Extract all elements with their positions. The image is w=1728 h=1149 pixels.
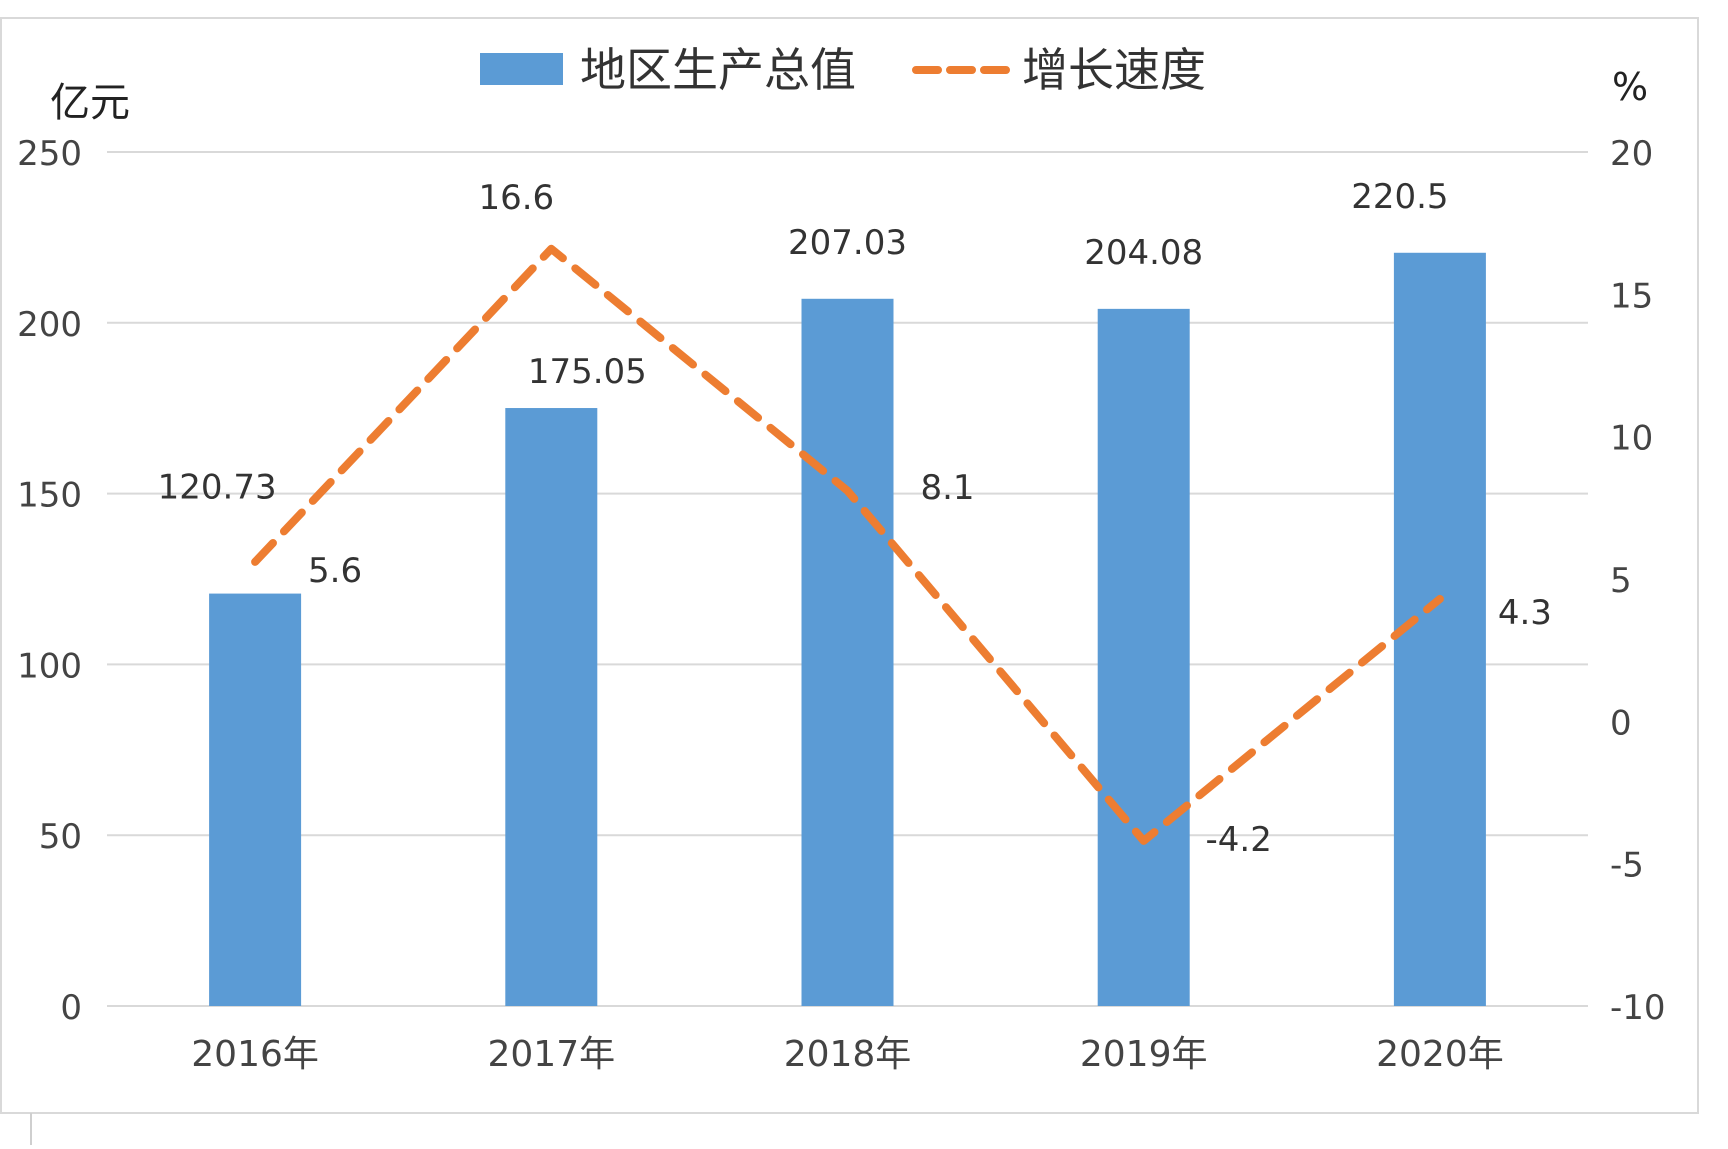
y-right-tick-label: 0 (1610, 703, 1632, 743)
legend-swatch-bar (480, 53, 563, 85)
x-tick-label: 2017年 (487, 1034, 615, 1075)
y-right-unit-label: % (1612, 65, 1648, 109)
y-left-tick-label: 250 (17, 134, 82, 174)
data-labels: 120.73 175.05 207.03 204.08 220.5 5.6 16.6 8.1 -… (158, 177, 1552, 860)
bar (1393, 252, 1486, 1007)
y-right-tick-label: -10 (1610, 988, 1666, 1028)
y-right-tick-label: -5 (1610, 846, 1644, 886)
x-tick-label: 2020年 (1376, 1034, 1504, 1075)
legend-label-gdp: 地区生产总值 (580, 43, 856, 97)
bar-data-label: 120.73 (158, 468, 277, 508)
y-left-tick-label: 100 (17, 646, 82, 686)
bar-data-label: 207.03 (788, 223, 907, 263)
bar-series (209, 252, 1486, 1007)
bar (209, 593, 302, 1006)
y-left-tick-label: 0 (60, 988, 82, 1028)
line-data-label: 4.3 (1498, 593, 1552, 633)
bar (505, 408, 598, 1007)
y-left-tick-label: 200 (17, 305, 82, 345)
bar-data-label: 204.08 (1084, 233, 1203, 273)
y-left-tick-label: 50 (39, 817, 82, 857)
y-right-tick-label: 10 (1610, 419, 1653, 459)
line-series (251, 244, 1444, 845)
y-right-tick-label: 15 (1610, 276, 1653, 316)
line-data-label: -4.2 (1206, 820, 1272, 860)
x-tick-label: 2016年 (191, 1034, 319, 1075)
x-tick-label: 2019年 (1080, 1034, 1208, 1075)
y-left-unit-label: 亿元 (50, 80, 130, 126)
y-left-tick-label: 150 (17, 476, 82, 516)
line-data-label: 5.6 (308, 551, 362, 591)
growth-line (251, 244, 1444, 845)
x-tick-label: 2018年 (784, 1034, 912, 1075)
y-right-tick-label: 20 (1610, 134, 1653, 174)
axes: 0 50 100 150 200 250 -10 -5 0 5 10 15 20 2016年 2017年 20… (17, 134, 1665, 1075)
bar-data-label: 175.05 (528, 352, 647, 392)
legend: 地区生产总值 增长速度 (480, 43, 1206, 97)
bar-data-label: 220.5 (1351, 177, 1448, 217)
y-right-tick-label: 5 (1610, 561, 1632, 601)
legend-label-growth: 增长速度 (1022, 43, 1206, 97)
bar (801, 298, 894, 1006)
line-data-label: 16.6 (478, 178, 554, 218)
bar (1097, 308, 1190, 1006)
line-data-label: 8.1 (920, 468, 974, 508)
